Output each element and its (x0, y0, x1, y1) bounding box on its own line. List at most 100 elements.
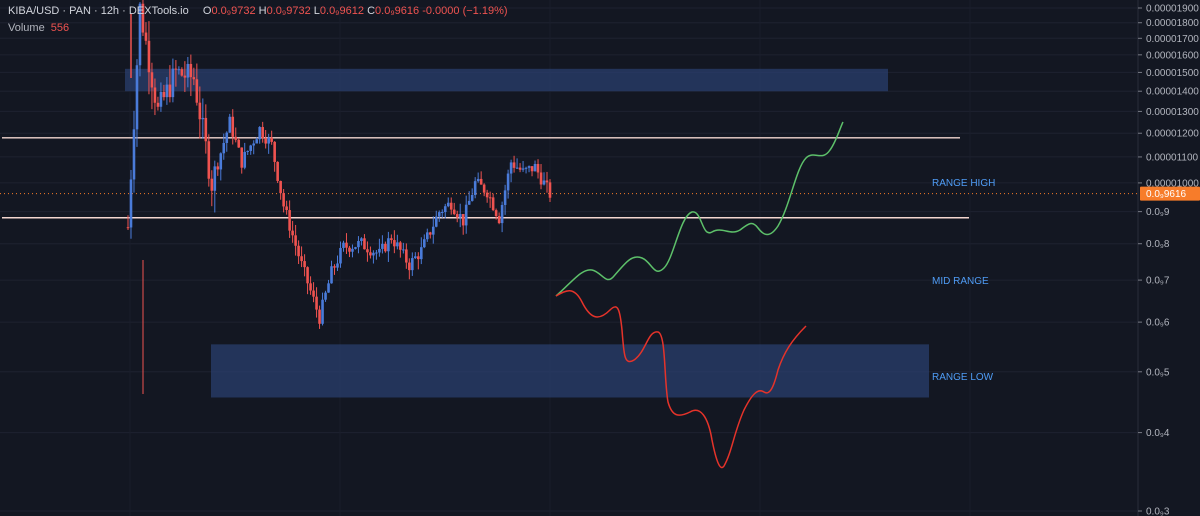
volume-label: Volume (8, 22, 45, 34)
candle-body (207, 141, 211, 179)
y-tick-label: 0.0₉7 (1146, 276, 1170, 287)
candle-body (312, 290, 315, 297)
candle-body (297, 245, 300, 257)
candle-body (168, 84, 172, 98)
candle-body (363, 238, 366, 250)
high-label: H (258, 5, 267, 17)
lower-demand-zone (211, 344, 929, 398)
candle-body (192, 77, 196, 80)
candle-body (396, 242, 399, 247)
candle-body (246, 150, 250, 152)
last-price-tag (1140, 186, 1200, 201)
volume-legend: Volume 556 (8, 22, 69, 34)
candle-body (219, 153, 223, 170)
candle-body (527, 166, 531, 168)
close-value: 0.0₉9616 (375, 5, 420, 17)
zones (125, 68, 929, 398)
candle-body (515, 167, 519, 169)
candle-body (258, 127, 261, 140)
projection-paths (555, 121, 844, 469)
candle-body (267, 137, 270, 144)
range-lines (0, 137, 1138, 219)
candle-body (150, 72, 154, 88)
candle-body (357, 241, 360, 248)
candle-body (393, 240, 396, 247)
candle-body (147, 40, 151, 73)
range-low-label: RANGE LOW (932, 372, 994, 383)
candle-body (198, 102, 202, 120)
candle-body (171, 68, 175, 98)
candle-body (366, 249, 369, 253)
candle-body (536, 163, 540, 173)
candle-body (360, 238, 363, 242)
bullish-projection-path (555, 121, 844, 297)
candle-body (485, 192, 489, 198)
open-value: 0.0₉9732 (211, 5, 256, 17)
candle-body (494, 210, 498, 217)
candle-body (425, 232, 429, 240)
candle-body (186, 63, 190, 78)
y-tick-label: 0.00001800 (1146, 18, 1199, 29)
y-tick-label: 0.00001100 (1146, 152, 1199, 163)
candle-body (261, 127, 264, 139)
candle-body (375, 252, 378, 254)
candle-body (372, 252, 375, 256)
candle-body (321, 299, 324, 324)
candle-body (255, 139, 258, 144)
y-tick-label: 0.00001000 (1146, 178, 1199, 189)
candle-body (264, 138, 267, 144)
candle-body (530, 166, 534, 172)
candle-body (548, 182, 552, 198)
candle-body (333, 266, 336, 268)
candle-body (327, 283, 330, 293)
candle-body (470, 195, 474, 201)
candle-body (300, 256, 303, 262)
volume-value: 556 (50, 22, 70, 34)
candle-body (458, 214, 462, 218)
high-value: 0.0₉9732 (266, 5, 311, 17)
change-value: -0.0000 (−1.19%) (422, 5, 508, 17)
candle-body (129, 179, 133, 228)
candle-body (135, 65, 139, 130)
candle-body (497, 216, 501, 224)
y-tick-label: 0.0₉9 (1146, 207, 1170, 218)
candle-body (399, 242, 402, 250)
candle-body (252, 143, 256, 146)
candle-body (476, 178, 480, 182)
candle-body (174, 68, 178, 70)
candle-body (330, 266, 333, 284)
candle-body (512, 162, 516, 168)
candle-body (452, 209, 456, 215)
candle-body (279, 180, 282, 194)
candle-body (144, 32, 148, 41)
candle-body (506, 173, 510, 191)
symbol-legend: KIBA/USD · PAN · 12h · DEXTools.io O0.0₉… (8, 5, 508, 17)
candle-body (521, 168, 525, 170)
candle-body (422, 239, 426, 248)
candle-body (315, 296, 318, 310)
candle-body (183, 75, 187, 78)
candle-body (437, 212, 441, 217)
candle-body (381, 243, 384, 249)
candle-body (132, 129, 136, 180)
candles (126, 0, 552, 394)
candle-body (225, 132, 229, 143)
y-tick-label: 0.00001600 (1146, 50, 1199, 61)
annotations: RANGE HIGH MID RANGE RANGE LOW (932, 178, 995, 383)
y-tick-label: 0.00001400 (1146, 87, 1199, 98)
candle-body (273, 141, 276, 162)
candle-body (141, 3, 145, 33)
candle-body (420, 247, 423, 260)
candle-body (162, 91, 166, 98)
candle-body (216, 166, 220, 170)
candle-body (282, 193, 285, 207)
candle-body (482, 184, 486, 193)
candle-body (434, 216, 438, 227)
candle-body (291, 230, 294, 236)
candle-body (156, 102, 160, 107)
candle-body (464, 204, 468, 226)
price-axis[interactable]: 0.00001900 0.00001800 0.00001700 0.00001600… (1137, 0, 1200, 516)
candle-body (408, 262, 411, 271)
candle-body (189, 63, 193, 78)
